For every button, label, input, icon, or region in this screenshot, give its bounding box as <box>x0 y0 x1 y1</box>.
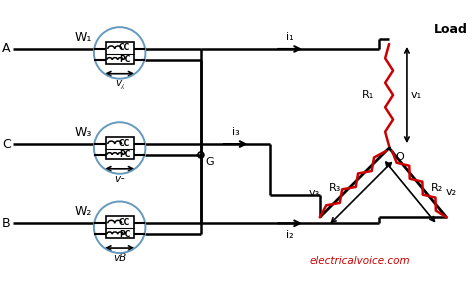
Text: vB: vB <box>113 253 126 263</box>
Text: G: G <box>206 157 214 167</box>
Text: v₁: v₁ <box>410 90 421 100</box>
Text: W₃: W₃ <box>74 126 92 139</box>
Bar <box>106 216 133 238</box>
Text: v⁃: v⁃ <box>114 174 125 184</box>
Text: CC: CC <box>119 138 130 148</box>
Text: electricalvoice.com: electricalvoice.com <box>308 256 409 266</box>
Text: CC: CC <box>119 218 130 227</box>
Text: R₂: R₂ <box>430 183 443 193</box>
Text: R₃: R₃ <box>328 183 340 193</box>
Text: CC: CC <box>119 43 130 52</box>
Text: v⁁: v⁁ <box>115 79 124 89</box>
Text: B: B <box>2 217 10 230</box>
Text: W₂: W₂ <box>74 205 92 219</box>
Text: PC: PC <box>119 230 130 239</box>
Text: i₁: i₁ <box>286 32 293 42</box>
Text: PC: PC <box>119 55 130 64</box>
Text: Load: Load <box>433 23 466 36</box>
Text: i₂: i₂ <box>286 230 293 240</box>
Text: v₃: v₃ <box>308 187 319 198</box>
Text: O: O <box>394 152 403 162</box>
Bar <box>106 42 133 64</box>
Text: i₃: i₃ <box>231 127 239 137</box>
Text: PC: PC <box>119 150 130 159</box>
Bar <box>106 137 133 159</box>
Text: v₂: v₂ <box>445 187 456 197</box>
Text: W₁: W₁ <box>74 31 92 44</box>
Text: R₁: R₁ <box>361 90 374 100</box>
Text: A: A <box>2 42 10 55</box>
Text: C: C <box>2 138 10 151</box>
